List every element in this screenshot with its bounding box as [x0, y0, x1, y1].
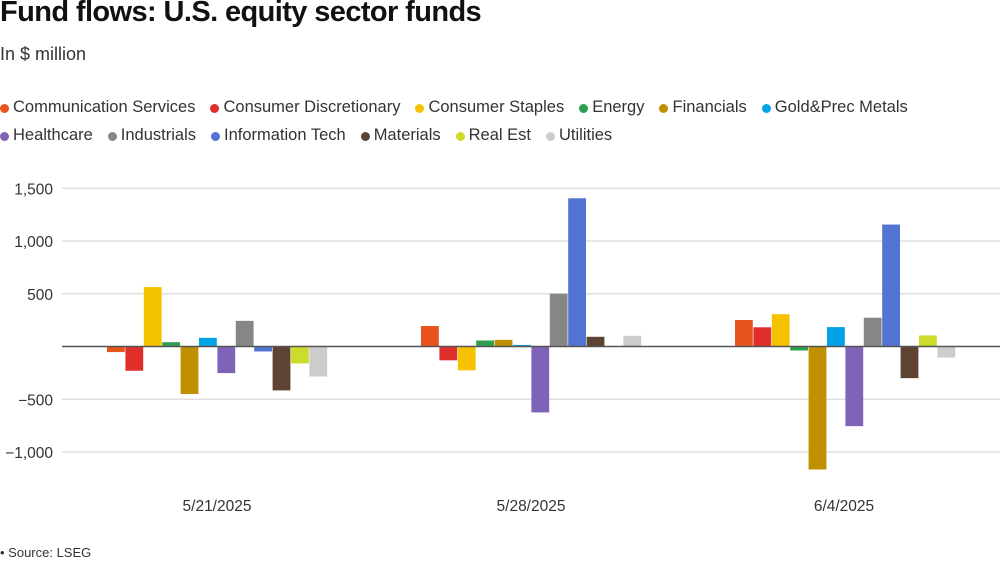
y-tick-label: 1,000 [14, 234, 53, 251]
legend-item: Healthcare [0, 126, 93, 145]
legend-dot-icon [761, 104, 771, 113]
chart-title: Fund flows: U.S. equity sector funds [0, 0, 482, 28]
legend-label: Healthcare [13, 125, 93, 144]
legend-dot-icon [415, 104, 425, 113]
chart-subtitle: In $ million [0, 44, 87, 64]
legend-label: Real Est [468, 125, 531, 144]
bar [882, 224, 900, 347]
bar [790, 346, 808, 351]
x-tick-label: 5/21/2025 [183, 498, 252, 515]
bar [494, 339, 513, 347]
bar [735, 320, 753, 347]
legend-label: Consumer Staples [428, 97, 565, 116]
legend-item: Financials [659, 97, 747, 117]
x-tick-label: 5/28/2025 [497, 498, 566, 515]
legend-row: Communication Services Consumer Discretio… [0, 93, 1000, 121]
legend-row: Healthcare Industrials Information Tech Mat… [0, 121, 1000, 149]
bar [623, 335, 642, 347]
legend-dot-icon [579, 104, 589, 113]
bar [217, 346, 236, 374]
x-tick-label: 6/4/2025 [814, 498, 874, 515]
bar [421, 326, 439, 347]
bar [753, 327, 772, 347]
bar [549, 293, 568, 347]
legend-label: Utilities [558, 125, 613, 144]
legend-item: Communication Services [0, 98, 195, 117]
legend-item: Real Est [455, 125, 531, 145]
bar [457, 346, 476, 371]
y-tick-label: 500 [27, 287, 53, 304]
legend-dot-icon [0, 132, 9, 141]
bar [162, 342, 180, 347]
bar [568, 198, 586, 347]
y-tick-label: −500 [18, 392, 53, 409]
legend-item: Materials [360, 125, 441, 145]
bar [254, 346, 272, 352]
legend-label: Industrials [120, 125, 196, 144]
bar [107, 346, 125, 353]
legend-dot-icon [659, 104, 669, 113]
gridlines [62, 187, 1000, 453]
bar [919, 335, 937, 347]
bar [771, 314, 790, 347]
legend: Communication Services Consumer Discretio… [0, 93, 1000, 149]
bar [900, 346, 919, 379]
legend-item: Energy [579, 98, 644, 117]
source-note: • Source: LSEG [0, 545, 92, 560]
legend-item: Utilities [545, 125, 613, 145]
legend-dot-icon [0, 104, 9, 113]
bar [143, 287, 162, 347]
bar [808, 346, 827, 470]
legend-label: Information Tech [224, 125, 346, 144]
bar [272, 346, 291, 391]
legend-dot-icon [210, 104, 220, 113]
bar [476, 340, 494, 347]
legend-item: Consumer Staples [415, 98, 564, 117]
bar [863, 317, 882, 347]
bar [845, 346, 864, 427]
bar [937, 346, 956, 358]
bar [235, 320, 254, 347]
legend-dot-icon [455, 132, 465, 141]
legend-label: Gold&Prec Metals [774, 97, 908, 116]
legend-dot-icon [545, 132, 555, 141]
x-axis-tick-labels: 5/21/2025 5/28/2025 6/4/2025 [183, 498, 875, 515]
legend-item: Consumer Discretionary [210, 98, 400, 117]
bar [827, 327, 845, 347]
y-axis-tick-labels: 1,500 1,000 500 −500 −1,000 [5, 181, 53, 462]
bar [125, 346, 144, 371]
bars [107, 198, 956, 470]
bar [586, 336, 605, 347]
y-tick-label: 1,500 [14, 181, 53, 198]
legend-dot-icon [211, 132, 220, 141]
legend-item: Industrials [107, 125, 196, 145]
bar [199, 337, 217, 347]
y-tick-label: −1,000 [5, 445, 53, 462]
legend-item: Information Tech [211, 126, 346, 145]
bar-chart: 1,500 1,000 500 −500 −1,000 5/21/2025 5/28/20… [5, 181, 1000, 515]
legend-dot-icon [107, 132, 117, 141]
legend-label: Materials [373, 125, 441, 144]
legend-label: Financials [672, 97, 747, 116]
legend-label: Communication Services [13, 97, 196, 116]
bar [309, 346, 328, 377]
bar [531, 346, 550, 413]
legend-label: Consumer Discretionary [223, 97, 401, 116]
bar [291, 346, 309, 364]
legend-label: Energy [592, 97, 645, 116]
bar [513, 344, 531, 347]
legend-dot-icon [360, 132, 370, 141]
bar [180, 346, 199, 394]
legend-item: Gold&Prec Metals [761, 97, 908, 117]
bar [439, 346, 458, 361]
